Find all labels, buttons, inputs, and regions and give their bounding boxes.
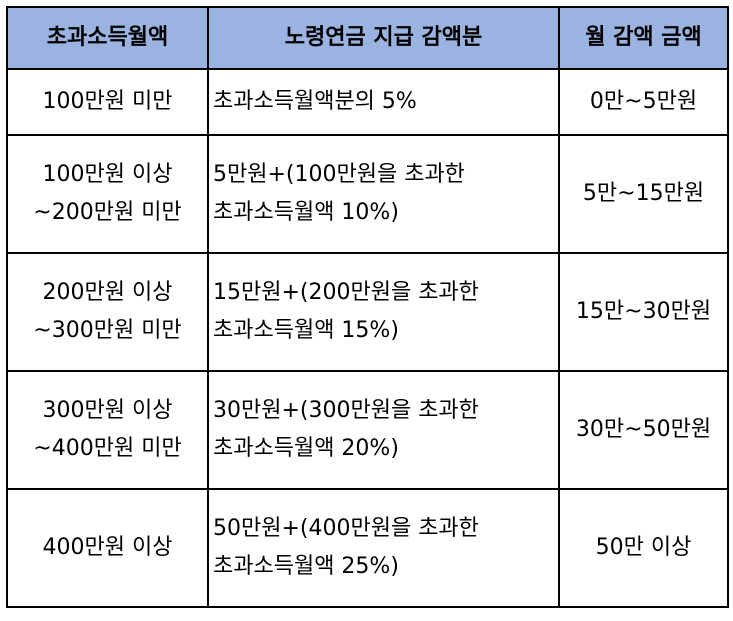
reduction-rule-cell: 5만원+(100만원을 초과한 초과소득월액 10%) (207, 134, 560, 254)
reduction-rule-line: 초과소득월액 20%) (213, 436, 399, 461)
reduction-rule-line: 30만원+(300만원을 초과한 (213, 398, 479, 423)
reduction-amount-cell: 50만 이상 (558, 488, 729, 608)
income-range-cell: 200만원 이상 ~300만원 미만 (6, 252, 209, 372)
reduction-rule-cell: 30만원+(300만원을 초과한 초과소득월액 20%) (207, 370, 560, 490)
reduction-amount-cell: 15만~30만원 (558, 252, 729, 372)
reduction-rule-cell: 15만원+(200만원을 초과한 초과소득월액 15%) (207, 252, 560, 372)
table-row: 100만원 이상 ~200만원 미만 5만원+(100만원을 초과한 초과소득월… (6, 134, 729, 254)
reduction-rule-line: 초과소득월액 10%) (213, 200, 399, 225)
table-row: 400만원 이상 50만원+(400만원을 초과한 초과소득월액 25%) 50… (6, 488, 729, 608)
reduction-rule-cell: 50만원+(400만원을 초과한 초과소득월액 25%) (207, 488, 560, 608)
header-reduction-rule: 노령연금 지급 감액분 (207, 6, 560, 70)
header-monthly-reduction: 월 감액 금액 (558, 6, 729, 70)
income-range-line: 200만원 이상 (42, 280, 173, 305)
reduction-rule-cell: 초과소득월액분의 5% (207, 68, 560, 136)
reduction-rule-line: 15만원+(200만원을 초과한 (213, 280, 479, 305)
table-row: 100만원 미만 초과소득월액분의 5% 0만~5만원 (6, 68, 729, 136)
header-row: 초과소득월액 노령연금 지급 감액분 월 감액 금액 (6, 6, 729, 70)
reduction-rule-line: 초과소득월액분의 5% (213, 89, 417, 114)
income-range-line: 300만원 이상 (42, 398, 173, 423)
income-range-line: ~300만원 미만 (33, 318, 182, 343)
income-range-cell: 100만원 이상 ~200만원 미만 (6, 134, 209, 254)
header-excess-income: 초과소득월액 (6, 6, 209, 70)
income-range-line: 100만원 이상 (42, 162, 173, 187)
income-range-line: 100만원 미만 (42, 89, 173, 114)
income-range-cell: 300만원 이상 ~400만원 미만 (6, 370, 209, 490)
reduction-amount-cell: 5만~15만원 (558, 134, 729, 254)
reduction-rule-line: 초과소득월액 15%) (213, 318, 399, 343)
income-range-line: ~400만원 미만 (33, 436, 182, 461)
reduction-amount-cell: 0만~5만원 (558, 68, 729, 136)
reduction-rule-line: 50만원+(400만원을 초과한 (213, 516, 479, 541)
income-range-cell: 400만원 이상 (6, 488, 209, 608)
reduction-rule-line: 초과소득월액 25%) (213, 554, 399, 579)
income-range-line: ~200만원 미만 (33, 200, 182, 225)
pension-reduction-table: 초과소득월액 노령연금 지급 감액분 월 감액 금액 100만원 미만 초과소득… (6, 6, 729, 608)
table-row: 300만원 이상 ~400만원 미만 30만원+(300만원을 초과한 초과소득… (6, 370, 729, 490)
reduction-rule-line: 5만원+(100만원을 초과한 (213, 162, 465, 187)
reduction-amount-cell: 30만~50만원 (558, 370, 729, 490)
income-range-line: 400만원 이상 (42, 535, 173, 560)
table-row: 200만원 이상 ~300만원 미만 15만원+(200만원을 초과한 초과소득… (6, 252, 729, 372)
income-range-cell: 100만원 미만 (6, 68, 209, 136)
